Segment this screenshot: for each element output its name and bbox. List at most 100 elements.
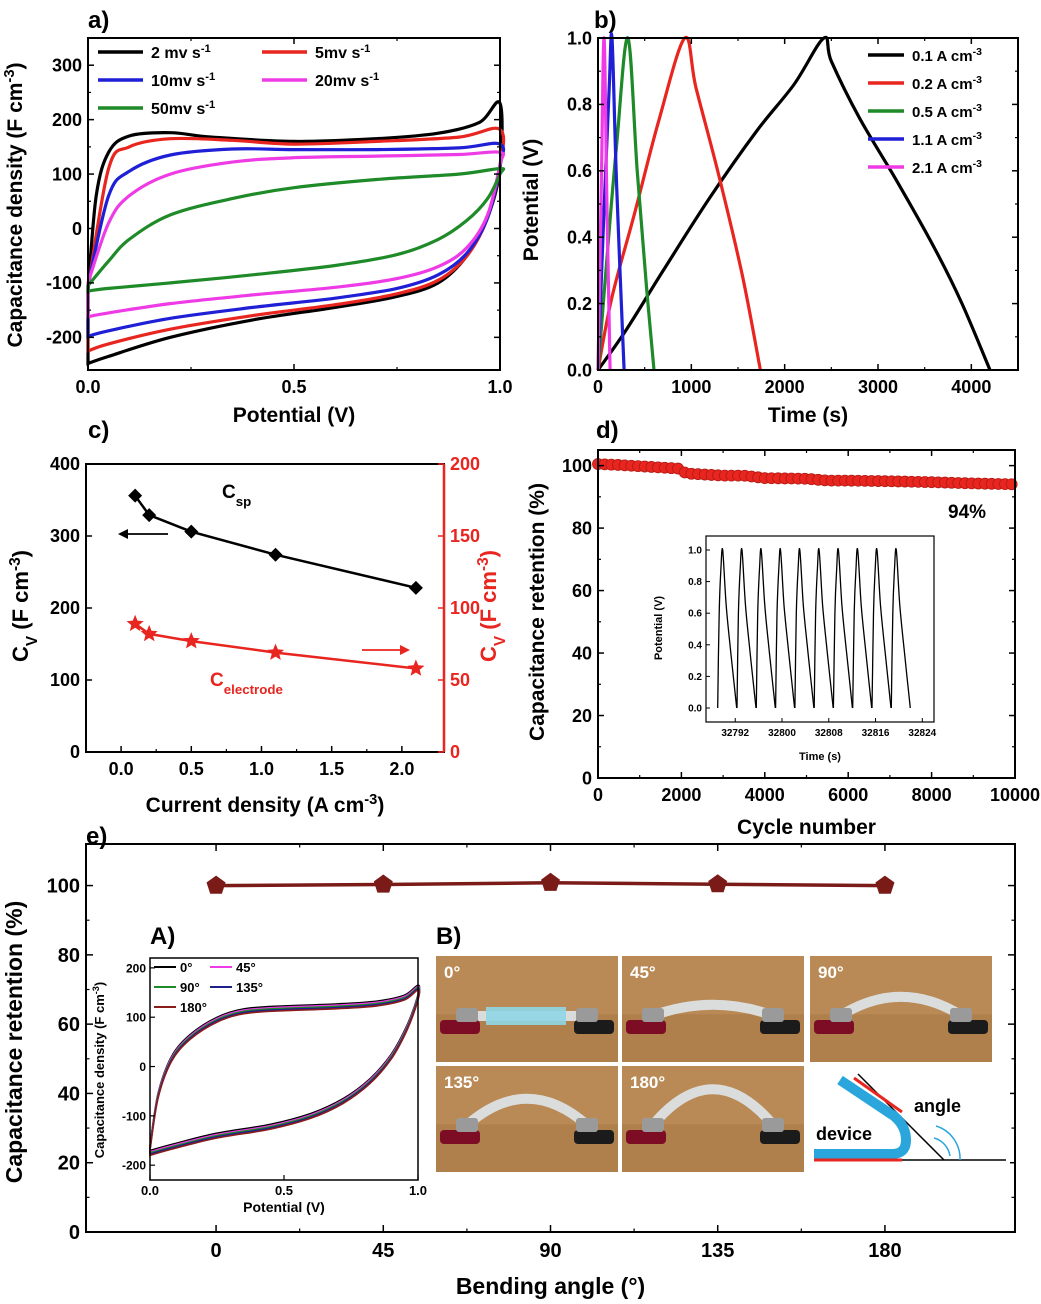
superscript: -1 (369, 71, 379, 83)
text-part: ) (476, 550, 501, 557)
y-tick-label: 60 (58, 1014, 80, 1036)
panel-b: b) 0 1000 2000 3000 4000 0.0 0.2 0.4 0.6 0.8 1.0 Tim… (520, 7, 1019, 427)
device-electrode (486, 1007, 566, 1025)
inset-cycle-curve (717, 547, 738, 709)
plot-frame (87, 37, 501, 371)
x-tick-label: 1.5 (319, 759, 344, 779)
clip-right-jaw (762, 1118, 784, 1132)
inset-cycle-curve (813, 547, 834, 709)
y-tick-label: 100 (47, 876, 80, 898)
text-part: C (476, 646, 501, 662)
text-part: Capacitance density (F cm (92, 994, 107, 1158)
clip-left-handle (626, 1020, 666, 1034)
series-label: Csp (222, 482, 251, 509)
data-point-diamond (128, 488, 143, 503)
device-strip (462, 1093, 592, 1130)
device-strip (650, 999, 776, 1021)
inset-y-tick-label: 200 (126, 961, 146, 975)
x-axis-label: Time (s) (768, 404, 848, 427)
inset-panel-label: A) (150, 923, 175, 950)
y-tick-label: 200 (50, 598, 80, 618)
photo-tile: 180° (622, 1066, 804, 1172)
inset-x-axis-label: Potential (V) (243, 1199, 325, 1215)
legend-label: 1.1 A cm-3 (912, 130, 982, 149)
inset-x-tick-label: 32816 (862, 728, 890, 739)
x-tick-label: 1.0 (487, 377, 512, 397)
text-part: C (8, 646, 33, 662)
panel-e: e) 0 45 90 135 180 0 20 40 60 80 100 Bending angle (… (1, 823, 1016, 1299)
y-tick-label: 0 (582, 768, 592, 788)
inset-cycle-curve (755, 547, 776, 709)
y-tick-label-right: 150 (450, 526, 480, 546)
inset-y-tick-label: -200 (122, 1159, 146, 1173)
legend-label: 50mv s-1 (151, 99, 215, 118)
y-tick-label: 300 (50, 526, 80, 546)
y-axis-label: Capacitance density (F cm-3) (2, 63, 27, 348)
photo-angle-label: 45° (630, 963, 656, 982)
y-axis-label-left: CV (F cm-3) (7, 550, 41, 662)
inset-x-tick-label: 0.0 (141, 1183, 159, 1198)
panel-c: c) 0.0 0.5 1.0 1.5 2.0 0 100 200 300 400 0 50 100 150 2… (7, 417, 509, 817)
clip-right-jaw (950, 1008, 972, 1022)
series-label: Celectrode (210, 670, 283, 697)
panel-label: c) (88, 417, 109, 444)
superscript: -3 (2, 70, 18, 83)
y-tick-label: 100 (562, 456, 592, 476)
panel-label: b) (594, 7, 617, 34)
clip-right-handle (574, 1130, 614, 1144)
y-tick-label: -200 (46, 328, 82, 348)
x-axis-label: Potential (V) (233, 404, 356, 427)
x-tick-label: 135 (701, 1240, 734, 1262)
data-point-diamond (184, 524, 199, 539)
data-point-star (407, 659, 425, 676)
legend-label: 2.1 A cm-3 (912, 158, 982, 177)
diagram-label-angle: angle (914, 1096, 961, 1116)
text-part: Capacitance density (F cm (4, 83, 27, 348)
subscript: sp (236, 494, 252, 509)
inset-x-tick-label: 1.0 (409, 1183, 427, 1198)
inset-x-tick-label: 32824 (908, 728, 936, 739)
y-axis-label: Potential (V) (520, 139, 543, 262)
y-tick-label: 0 (72, 219, 82, 239)
data-point-pentagon (708, 874, 728, 893)
inset-y-axis-label: Capacitance density (F cm-3) (91, 982, 107, 1158)
inset-cycle-curve (736, 547, 757, 709)
y-tick-label-right: 0 (450, 742, 460, 762)
inset-cycle-curve (890, 547, 911, 709)
clip-right-jaw (576, 1118, 598, 1132)
legend-label: 20mv s-1 (315, 71, 379, 90)
x-tick-label: 10000 (990, 785, 1040, 805)
text-part: C (222, 482, 236, 503)
y-tick-label: 200 (52, 110, 82, 130)
superscript: -3 (973, 130, 982, 142)
y-tick-label-right: 200 (450, 454, 480, 474)
legend-label: 0.1 A cm-3 (912, 46, 982, 65)
inset-y-tick-label: 100 (126, 1011, 146, 1025)
clip-left-jaw (456, 1008, 478, 1022)
superscript: -3 (475, 557, 492, 571)
data-point-diamond (268, 547, 283, 562)
inset-legend-label: 180° (180, 1000, 207, 1015)
panel-a: a) 0.0 0.5 1.0 -200 -100 0 100 200 300 Potential (… (2, 7, 513, 427)
y-tick-label-right: 100 (450, 598, 480, 618)
y-tick-label: 40 (58, 1083, 80, 1105)
clip-right-jaw (762, 1008, 784, 1022)
panel-label: e) (86, 823, 107, 850)
gcd-curve (596, 32, 626, 371)
x-tick-label: 1.0 (249, 759, 274, 779)
x-tick-label: 45 (372, 1240, 394, 1262)
text-part: 2.1 A cm (912, 160, 973, 177)
y-tick-label: 0.0 (567, 360, 592, 380)
text-part: 2 mv s (151, 45, 201, 62)
text-part: ) (377, 794, 384, 817)
superscript: -1 (205, 99, 215, 111)
text-part: 0.1 A cm (912, 48, 973, 65)
inset-y-tick-label: 0 (139, 1060, 146, 1074)
inset-x-axis-label: Time (s) (799, 751, 841, 763)
data-point-pentagon (875, 875, 895, 894)
data-point-pentagon (541, 872, 560, 891)
inset-cycle-curve (852, 547, 873, 709)
photo-tile: 135° (436, 1066, 618, 1172)
inset-cycle-curve (871, 547, 892, 709)
superscript: -1 (360, 43, 370, 55)
